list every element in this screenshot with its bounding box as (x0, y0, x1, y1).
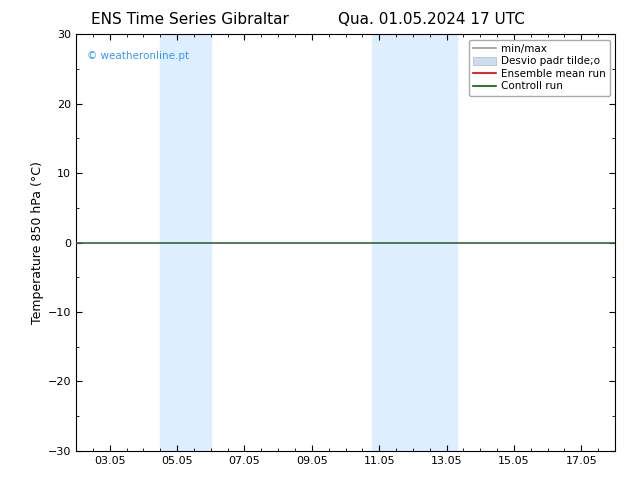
Y-axis label: Temperature 850 hPa (°C): Temperature 850 hPa (°C) (30, 161, 44, 324)
Bar (413, 34, 456, 451)
Legend: min/max, Desvio padr tilde;o, Ensemble mean run, Controll run: min/max, Desvio padr tilde;o, Ensemble m… (469, 40, 610, 96)
Text: © weatheronline.pt: © weatheronline.pt (87, 51, 189, 61)
Text: Qua. 01.05.2024 17 UTC: Qua. 01.05.2024 17 UTC (338, 12, 524, 27)
Text: ENS Time Series Gibraltar: ENS Time Series Gibraltar (91, 12, 289, 27)
Bar (373, 34, 413, 451)
Bar (160, 34, 210, 451)
